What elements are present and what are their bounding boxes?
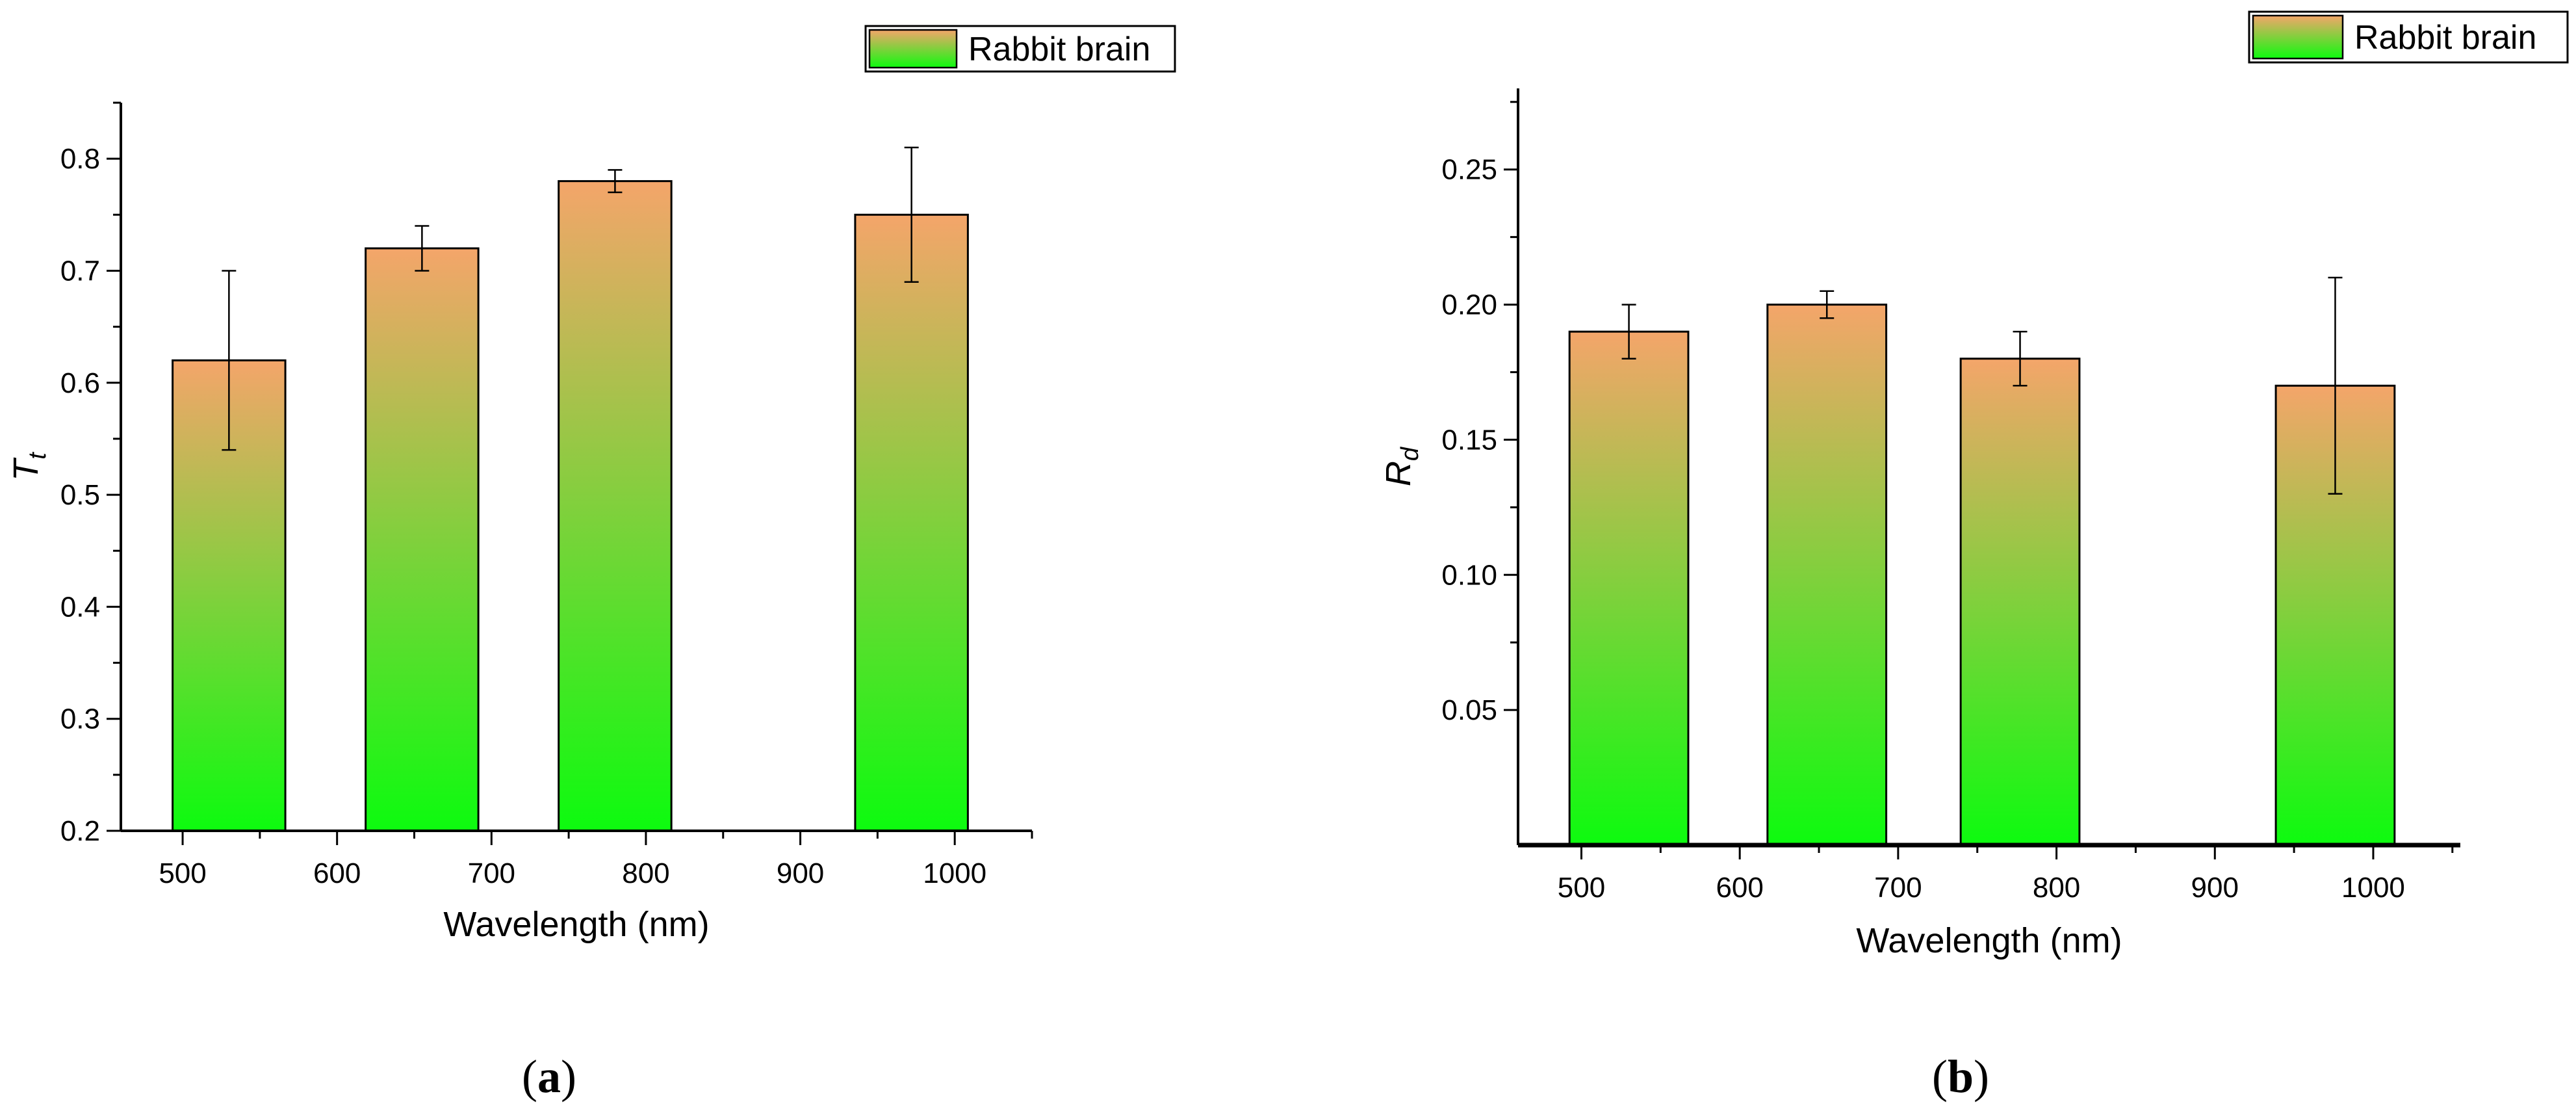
- legend-label: Rabbit brain: [968, 31, 1150, 68]
- bar: [854, 213, 969, 832]
- legend-swatch: [2252, 14, 2344, 60]
- x-tick-label: 600: [1716, 872, 1763, 904]
- y-axis-title-subscript: d: [1397, 446, 1424, 461]
- bar: [558, 180, 673, 832]
- y-tick-label: 0.5: [60, 479, 100, 511]
- x-tick-label: 800: [2033, 872, 2080, 904]
- y-tick-label: 0.25: [1441, 154, 1497, 186]
- error-bar: [415, 225, 430, 272]
- error-bar: [904, 146, 919, 283]
- x-axis-title: Wavelength (nm): [1856, 921, 2122, 960]
- x-tick-label: 700: [1874, 872, 1922, 904]
- y-tick-label: 0.10: [1441, 559, 1497, 591]
- x-tick-label: 700: [468, 857, 515, 889]
- error-bar: [608, 169, 623, 194]
- y-tick-label: 0.7: [60, 255, 100, 287]
- y-axis-title-subscript: t: [24, 452, 51, 460]
- error-bar: [1820, 290, 1835, 319]
- legend: Rabbit brain: [864, 25, 1176, 73]
- y-tick-label: 0.20: [1441, 289, 1497, 321]
- x-tick-label: 800: [622, 857, 669, 889]
- y-tick-label: 0.2: [60, 815, 100, 847]
- y-axis-title: Tt: [6, 452, 51, 481]
- x-tick-label: 900: [777, 857, 824, 889]
- chart-panel-b: 500 600 700 800 900 1000 0.05 0.10 0.15 0.20 0.25 W…: [1379, 10, 2569, 1103]
- x-tick-label: 1000: [2341, 872, 2405, 904]
- chart-panel-a: 500 600 700 800 900 1000 0.2 0.3 0.4 0.5 0.6 0.7 0.8…: [6, 25, 1176, 1103]
- legend-label: Rabbit brain: [2354, 19, 2536, 57]
- legend: Rabbit brain: [2248, 10, 2569, 64]
- error-bar: [222, 270, 237, 451]
- error-bar: [1621, 304, 1636, 359]
- error-bar: [2328, 276, 2343, 495]
- x-tick-label: 500: [159, 857, 206, 889]
- y-axis-title-main: T: [6, 457, 45, 481]
- x-tick-label: 600: [313, 857, 361, 889]
- y-tick-label: 0.6: [60, 367, 100, 399]
- legend-swatch: [868, 29, 958, 69]
- y-tick-label: 0.3: [60, 703, 100, 735]
- panel-label: (a): [522, 1051, 576, 1103]
- panel-label: (b): [1932, 1051, 1989, 1103]
- bar: [1959, 358, 2081, 846]
- bar: [1568, 330, 1690, 846]
- y-axis-title: Rd: [1379, 446, 1424, 486]
- x-axis-title: Wavelength (nm): [443, 905, 709, 944]
- y-tick-label: 0.4: [60, 591, 100, 623]
- y-tick-label: 0.8: [60, 143, 100, 175]
- x-tick-label: 1000: [923, 857, 986, 889]
- bar: [1766, 304, 1888, 846]
- bar: [365, 247, 480, 832]
- x-tick-label: 900: [2191, 872, 2239, 904]
- error-bar: [2013, 330, 2028, 387]
- y-axis-title-main: R: [1379, 461, 1418, 486]
- x-tick-label: 500: [1558, 872, 1605, 904]
- y-tick-label: 0.15: [1441, 424, 1497, 456]
- y-tick-label: 0.05: [1441, 694, 1497, 726]
